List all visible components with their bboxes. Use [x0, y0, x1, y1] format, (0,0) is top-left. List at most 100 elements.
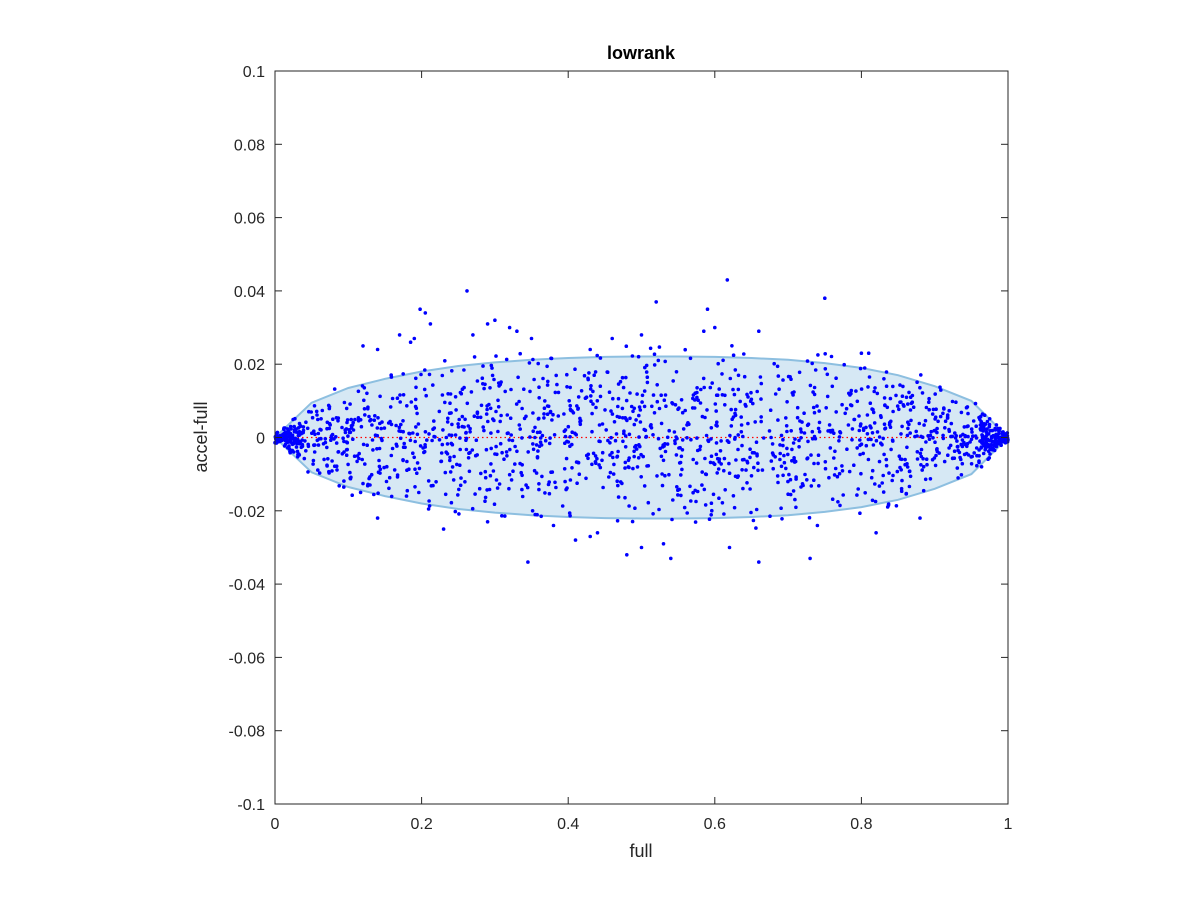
scatter-point — [520, 473, 524, 478]
scatter-point — [401, 445, 406, 450]
scatter-point — [837, 439, 841, 443]
scatter-point — [941, 436, 946, 441]
scatter-point — [304, 449, 308, 453]
scatter-point — [392, 468, 397, 472]
scatter-point — [869, 437, 873, 442]
scatter-point — [828, 446, 833, 450]
scatter-point — [431, 383, 435, 387]
scatter-point — [468, 426, 472, 431]
scatter-point — [875, 430, 880, 434]
scatter-point — [823, 352, 827, 356]
scatter-point — [680, 410, 685, 415]
scatter-point — [382, 426, 387, 430]
scatter-point — [695, 436, 699, 440]
scatter-point — [683, 408, 687, 413]
scatter-point — [482, 428, 486, 433]
scatter-point — [386, 421, 391, 425]
scatter-point — [285, 446, 290, 450]
scatter-point — [563, 434, 568, 439]
scatter-point — [507, 472, 512, 477]
scatter-point — [347, 430, 352, 435]
scatter-point — [933, 440, 937, 445]
scatter-point — [859, 351, 864, 356]
scatter-point — [660, 483, 665, 488]
scatter-point — [462, 385, 466, 390]
scatter-point — [520, 436, 524, 440]
scatter-point — [742, 457, 746, 462]
scatter-point — [775, 364, 780, 369]
scatter-point — [829, 354, 834, 359]
scatter-point — [715, 456, 720, 461]
scatter-point — [282, 433, 287, 438]
scatter-point — [336, 419, 340, 423]
scatter-point — [350, 423, 355, 427]
scatter-point — [759, 397, 763, 401]
scatter-point — [610, 412, 615, 416]
scatter-point — [401, 419, 405, 423]
scatter-point — [610, 336, 614, 341]
scatter-point — [941, 411, 945, 416]
scatter-point — [934, 453, 938, 458]
scatter-point — [584, 453, 589, 458]
scatter-point — [548, 436, 552, 440]
scatter-point — [611, 455, 615, 460]
scatter-point — [652, 363, 657, 367]
scatter-point — [379, 426, 384, 431]
scatter-point — [657, 345, 662, 349]
scatter-point — [568, 407, 573, 412]
scatter-point — [317, 471, 322, 475]
scatter-point — [447, 433, 452, 437]
scatter-point — [656, 436, 661, 441]
scatter-point — [727, 461, 731, 466]
scatter-point — [927, 407, 931, 412]
scatter-point — [565, 372, 569, 377]
scatter-point — [568, 385, 572, 390]
scatter-point — [473, 492, 477, 496]
scatter-point — [758, 375, 763, 379]
scatter-point — [759, 419, 763, 424]
scatter-point — [877, 459, 882, 464]
scatter-point — [849, 388, 854, 393]
scatter-point — [457, 417, 462, 422]
scatter-point — [416, 422, 421, 426]
scatter-point — [835, 474, 840, 479]
scatter-point — [775, 474, 780, 478]
scatter-point — [525, 485, 530, 490]
scatter-point — [988, 452, 992, 456]
y-tick-label: 0 — [256, 431, 265, 448]
scatter-point — [294, 445, 299, 449]
scatter-point — [837, 435, 842, 439]
scatter-point — [695, 395, 699, 400]
scatter-point — [597, 423, 602, 427]
scatter-point — [500, 514, 504, 518]
scatter-point — [942, 459, 947, 464]
scatter-point — [953, 431, 957, 435]
scatter-point — [947, 427, 951, 432]
scatter-point — [535, 512, 539, 517]
scatter-point — [586, 376, 590, 381]
scatter-point — [387, 475, 392, 480]
scatter-point — [895, 469, 900, 474]
scatter-point — [798, 427, 803, 431]
scatter-point — [809, 484, 814, 488]
scatter-point — [488, 386, 492, 390]
scatter-point — [370, 438, 375, 442]
scatter-point — [988, 429, 992, 433]
scatter-point — [395, 475, 400, 479]
scatter-point — [778, 451, 782, 456]
scatter-point — [344, 448, 349, 452]
scatter-point — [450, 465, 455, 469]
scatter-point — [458, 447, 463, 452]
scatter-point — [395, 396, 400, 401]
scatter-point — [336, 450, 341, 454]
x-tick-label: 0.8 — [850, 816, 872, 833]
scatter-point — [458, 483, 463, 488]
scatter-point — [671, 402, 675, 406]
scatter-point — [633, 506, 637, 511]
scatter-point — [462, 425, 466, 429]
scatter-point — [715, 393, 720, 398]
scatter-point — [773, 455, 777, 459]
scatter-point — [729, 407, 733, 412]
scatter-point — [856, 487, 860, 491]
scatter-point — [639, 333, 644, 337]
